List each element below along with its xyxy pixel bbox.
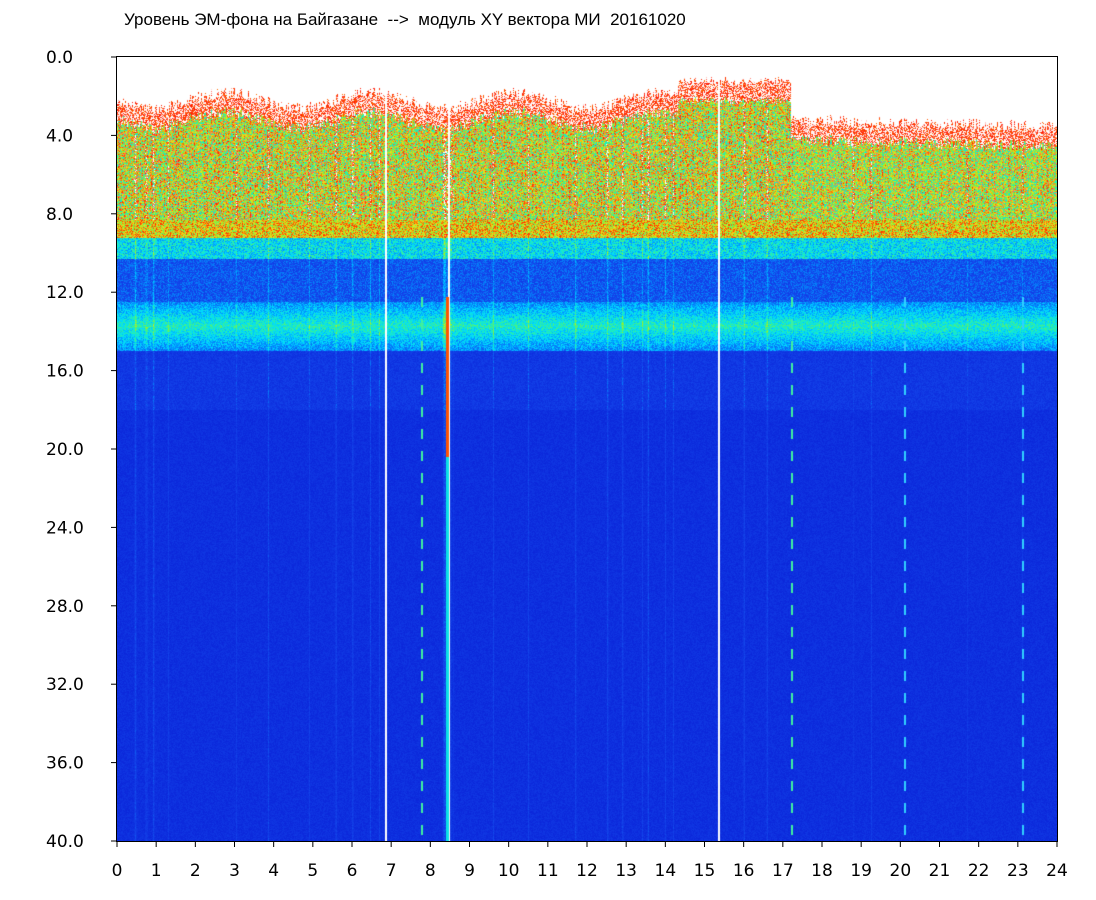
x-tick-label: 17 — [772, 861, 794, 881]
y-tick-label: 28.0 — [46, 597, 84, 617]
x-tick-label: 22 — [968, 861, 990, 881]
chart-title: Уровень ЭМ-фона на Байгазане --> модуль … — [124, 10, 686, 29]
x-tick-label: 23 — [1007, 861, 1029, 881]
y-tick-label: 0.0 — [46, 48, 73, 68]
x-tick-label: 1 — [151, 861, 162, 881]
x-tick-label: 0 — [112, 861, 123, 881]
x-tick-label: 2 — [190, 861, 201, 881]
x-tick-label: 24 — [1046, 861, 1068, 881]
x-tick-label: 3 — [229, 861, 240, 881]
x-tick-label: 7 — [386, 861, 397, 881]
spectrogram-plot-area — [116, 56, 1058, 842]
spectrogram-heatmap — [117, 57, 1057, 841]
x-tick-label: 14 — [655, 861, 677, 881]
x-tick-label: 12 — [576, 861, 598, 881]
y-tick-label: 20.0 — [46, 440, 84, 460]
y-axis-ticks: 0.0 4.0 8.0 12.0 16.0 20.0 24.0 28.0 32.0 36.0 40.… — [46, 48, 116, 852]
y-tick-label: 24.0 — [46, 518, 84, 538]
x-tick-label: 19 — [850, 861, 872, 881]
x-tick-label: 11 — [537, 861, 559, 881]
x-tick-label: 5 — [307, 861, 318, 881]
x-tick-label: 10 — [498, 861, 520, 881]
x-tick-label: 20 — [890, 861, 912, 881]
y-tick-label: 4.0 — [46, 126, 73, 146]
x-tick-label: 4 — [268, 861, 279, 881]
x-tick-label: 13 — [615, 861, 637, 881]
y-tick-label: 16.0 — [46, 362, 84, 382]
x-tick-label: 16 — [733, 861, 755, 881]
x-tick-label: 15 — [694, 861, 716, 881]
y-tick-label: 36.0 — [46, 754, 84, 774]
x-tick-label: 9 — [464, 861, 475, 881]
y-tick-label: 40.0 — [46, 832, 84, 852]
y-tick-label: 12.0 — [46, 283, 84, 303]
y-tick-label: 8.0 — [46, 205, 73, 225]
y-tick-label: 32.0 — [46, 675, 84, 695]
x-tick-label: 18 — [811, 861, 833, 881]
x-tick-label: 21 — [929, 861, 951, 881]
x-tick-label: 8 — [425, 861, 436, 881]
x-tick-label: 6 — [347, 861, 358, 881]
x-axis-ticks: 0 1 2 3 4 5 6 7 8 9 10 11 12 13 14 15 16 17 18 19 20 21 22 23 24 — [112, 841, 1068, 881]
